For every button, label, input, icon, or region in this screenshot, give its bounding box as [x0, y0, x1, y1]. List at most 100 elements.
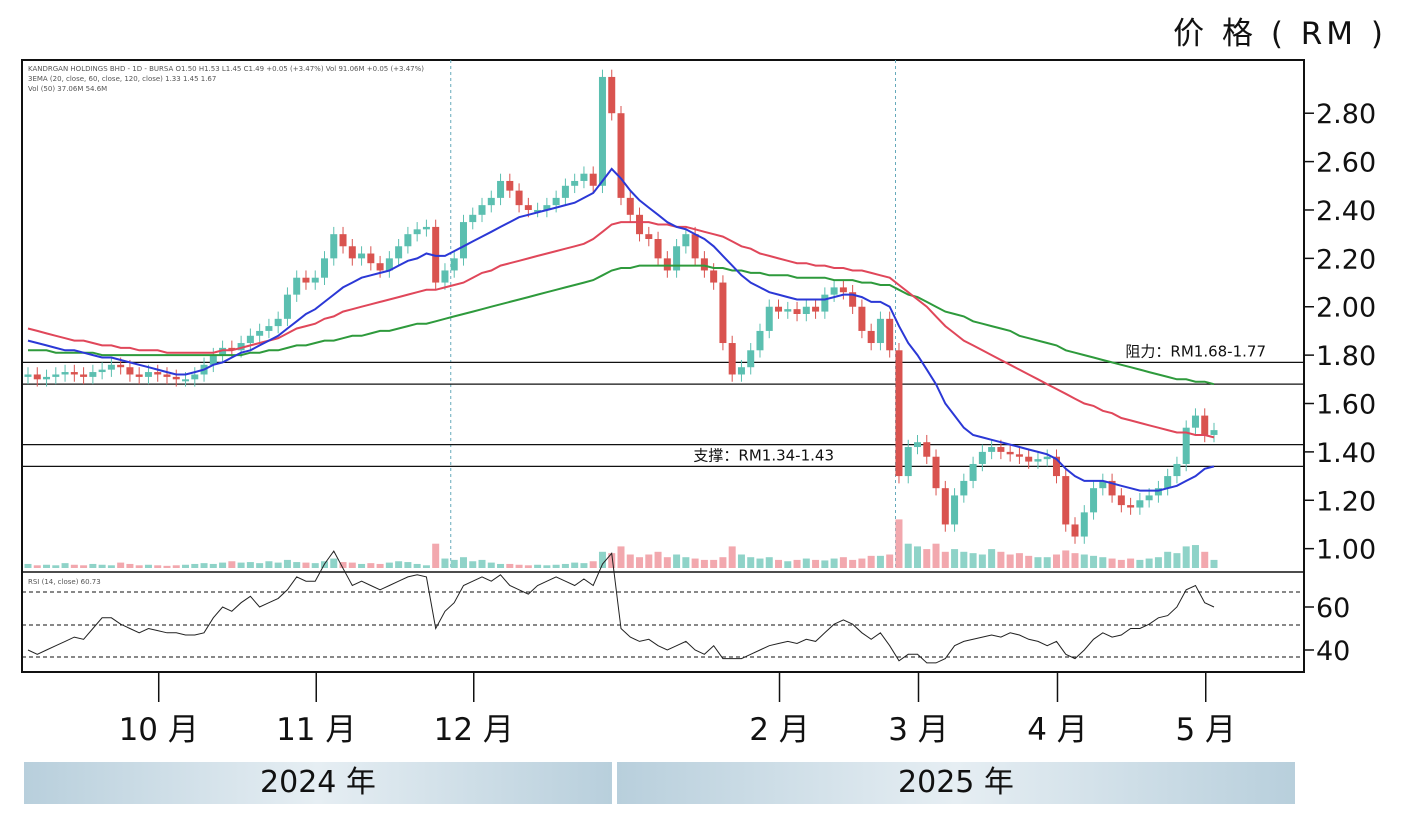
candle-body: [895, 350, 903, 477]
y-tick-label: 2.60: [1316, 148, 1376, 179]
volume-bar: [1127, 558, 1135, 568]
candle-body: [182, 379, 190, 382]
candle-body: [904, 447, 912, 477]
price-unit-label: 价 格 ( RM ): [1173, 16, 1387, 52]
volume-bar: [459, 557, 467, 568]
x-tick-label: 10 月: [119, 712, 199, 748]
candle-body: [274, 318, 282, 327]
candle-body: [682, 234, 690, 247]
candle-body: [700, 258, 708, 271]
volume-bar: [182, 564, 190, 568]
candle-body: [923, 442, 931, 457]
candle-body: [1117, 495, 1125, 506]
candle-body: [1108, 480, 1116, 496]
volume-bar: [543, 565, 551, 568]
volume-bar: [1108, 558, 1116, 568]
candle-body: [1052, 456, 1060, 477]
candle-body: [849, 292, 857, 307]
volume-bar: [107, 565, 115, 568]
candle-body: [598, 76, 606, 186]
volume-bar: [552, 564, 560, 568]
volume-bar: [256, 563, 264, 568]
candle-body: [552, 197, 560, 206]
volume-bar: [756, 558, 764, 568]
volume-bar: [1201, 551, 1209, 568]
volume-bar: [506, 563, 514, 568]
y-tick-label: 1.80: [1316, 341, 1376, 372]
candle-body: [237, 343, 245, 351]
ema120-line: [28, 264, 1215, 386]
volume-bar: [978, 554, 986, 568]
candle-body: [61, 372, 69, 375]
volume-bar: [432, 543, 440, 568]
volume-bar: [367, 563, 375, 568]
candle-body: [459, 222, 467, 259]
volume-bar: [951, 549, 959, 568]
volume-bar: [737, 554, 745, 568]
rsi-tick-label: 40: [1316, 636, 1350, 667]
volume-bar: [61, 563, 69, 568]
candle-body: [839, 287, 847, 293]
candle-body: [441, 270, 449, 283]
candle-body: [432, 226, 440, 283]
x-tick-label: 2 月: [749, 712, 810, 748]
candle-body: [1015, 454, 1023, 457]
volume-bar: [1164, 551, 1172, 568]
candle-body: [321, 258, 328, 278]
volume-bar: [385, 562, 393, 568]
candle-body: [506, 180, 514, 191]
volume-bar: [1052, 554, 1060, 568]
volume-bar: [209, 563, 217, 568]
candle-body: [1201, 415, 1209, 435]
candle-body: [487, 197, 495, 206]
volume-bar: [1136, 559, 1144, 568]
candle-body: [1071, 524, 1079, 537]
rsi-line: [27, 550, 1215, 664]
x-tick-label: 3 月: [888, 712, 949, 748]
volume-bar: [1090, 555, 1098, 568]
candle-body: [756, 330, 764, 351]
candle-body: [747, 350, 755, 368]
candle-body: [812, 306, 820, 312]
candle-body: [654, 239, 662, 259]
candle-body: [673, 246, 681, 271]
candle-body: [932, 456, 940, 489]
candle-body: [710, 270, 718, 283]
candle-body: [497, 180, 505, 198]
volume-bar: [1099, 557, 1107, 568]
volume-bar: [376, 563, 384, 568]
volume-bar: [867, 555, 875, 568]
volume-bar: [135, 565, 143, 568]
volume-bar: [1034, 557, 1042, 568]
candle-body: [1210, 430, 1218, 435]
volume-bar: [1071, 553, 1079, 568]
y-tick-label: 1.00: [1316, 535, 1376, 566]
candle-body: [515, 190, 523, 206]
volume-bar: [839, 557, 847, 568]
candle-body: [24, 374, 32, 377]
candle-body: [246, 335, 254, 344]
candle-body: [450, 258, 458, 271]
volume-bar: [293, 562, 301, 568]
volume-bar: [487, 562, 495, 568]
volume-bar: [608, 553, 616, 568]
volume-bar: [626, 554, 634, 568]
volume-bar: [802, 558, 810, 568]
volume-bar: [422, 565, 430, 568]
volume-bar: [339, 562, 347, 568]
candle-body: [144, 372, 152, 377]
volume-bar: [89, 563, 97, 568]
candle-body: [793, 309, 801, 314]
volume-bar: [70, 564, 78, 568]
ema20-line: [27, 167, 1215, 492]
candle-body: [691, 234, 699, 259]
candle-body: [469, 214, 477, 223]
volume-bar: [849, 559, 857, 568]
volume-bar: [219, 562, 227, 568]
volume-bar: [534, 564, 542, 568]
candle-body: [997, 447, 1005, 452]
volume-bar: [1182, 546, 1190, 568]
volume-bar: [33, 565, 41, 568]
candle-body: [571, 180, 579, 186]
candle-body: [1043, 456, 1051, 460]
